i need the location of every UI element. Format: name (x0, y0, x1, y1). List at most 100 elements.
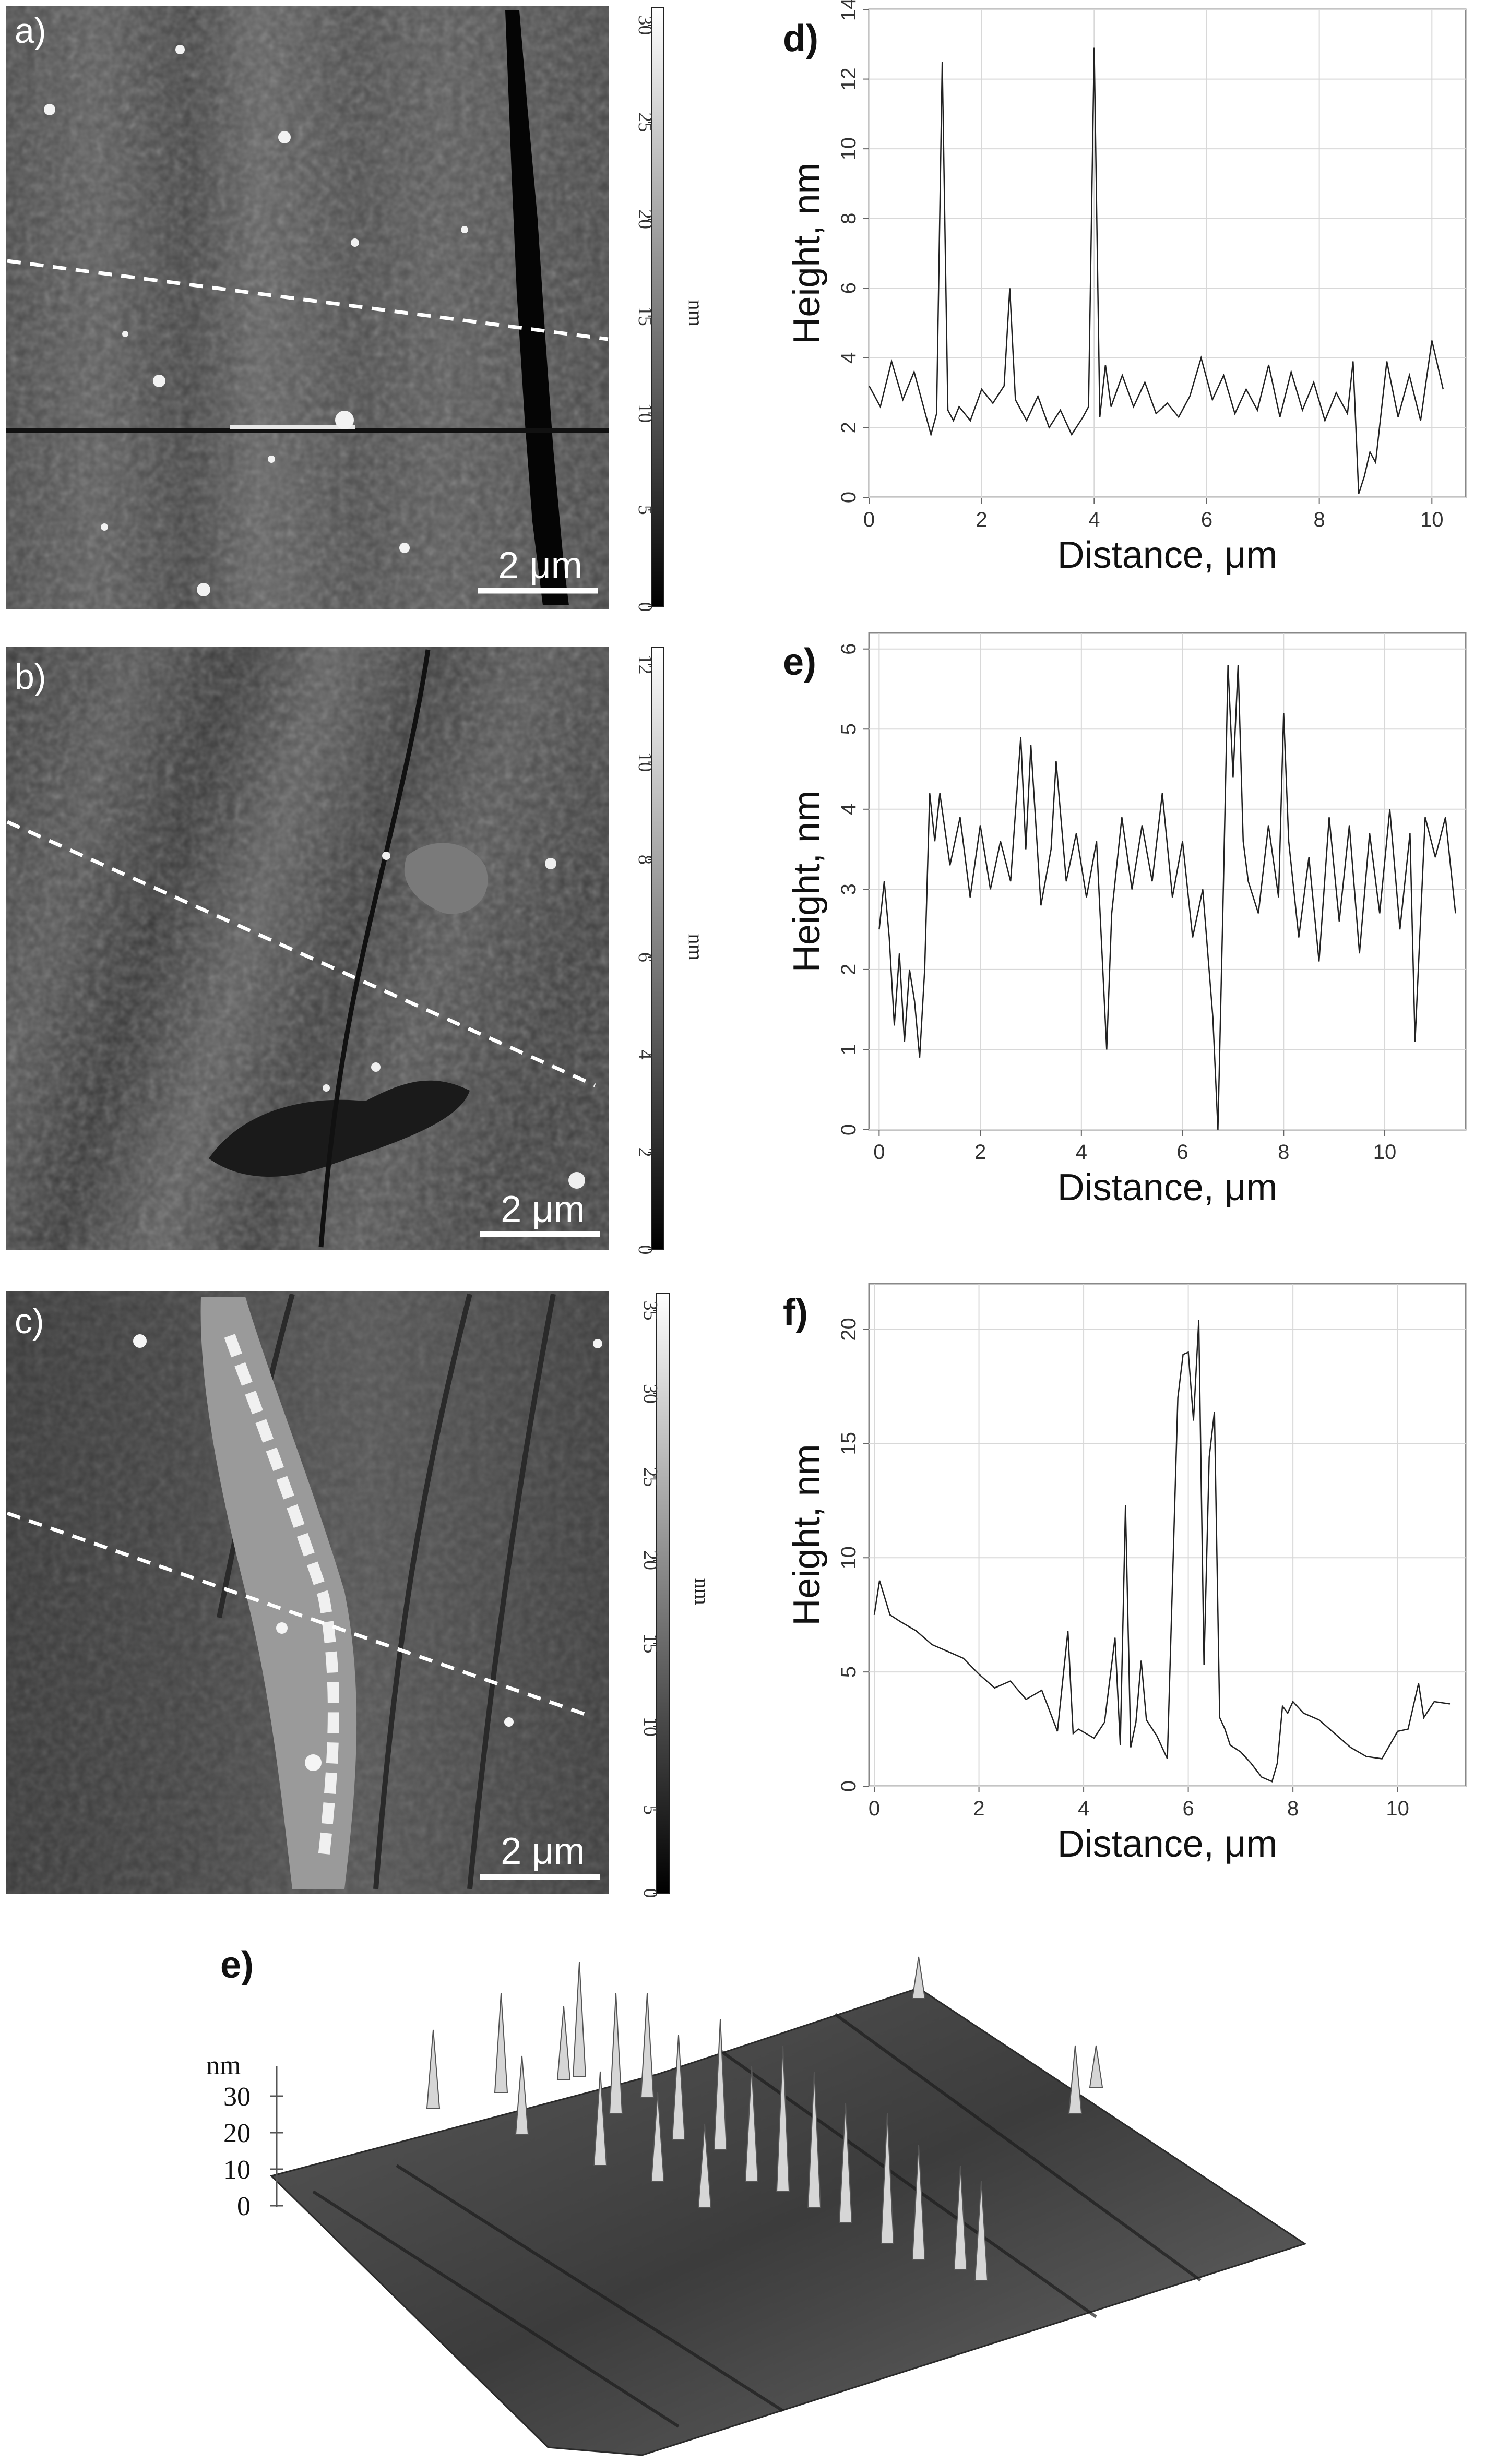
surface-3d-spike (838, 2102, 853, 2223)
colorbar-a-tick-label: 0 (634, 602, 656, 612)
surface-3d-plane (270, 1987, 1307, 2456)
chart-f-y-tick-label: 5 (837, 1666, 860, 1678)
afm-c-particles (133, 1334, 602, 1771)
surface-3d-spike (776, 2045, 790, 2192)
chart-d-x-axis-label: Distance, μm (1057, 534, 1278, 576)
afm-c-panel-label: c) (15, 1301, 44, 1341)
chart-e-y-tick-label: 6 (837, 643, 860, 655)
chart-d-y-tick-label: 4 (837, 352, 860, 364)
chart-d-x-tick-label: 6 (1201, 508, 1212, 531)
afm-a-profile-line (7, 259, 609, 341)
colorbar-b-tick-label: 6 (634, 952, 656, 962)
colorbar-a-ticks: 0 5 10 15 20 25 30 (634, 15, 656, 612)
afm-b-scale-label: 2 μm (501, 1189, 585, 1230)
chart-f-x-tick-label: 10 (1386, 1797, 1409, 1820)
colorbar-a-tick-label: 15 (634, 306, 656, 326)
surface-3d-axis-tick-label: 30 (223, 2082, 251, 2112)
surface-3d-spike (671, 2035, 686, 2140)
chart-f-y-tick-label: 10 (837, 1546, 860, 1570)
chart-e-series-line (878, 665, 1456, 1130)
chart-e-y-tick-label: 3 (837, 883, 860, 895)
chart-e-y-tick-label: 1 (837, 1044, 860, 1055)
afm-a-scanline-bright (230, 425, 355, 429)
chart-e-y-tick-label: 5 (837, 723, 860, 735)
afm-image-b: b) 2 μm (6, 647, 609, 1250)
afm-c-scale-label: 2 μm (501, 1831, 585, 1872)
chart-d-x-tick-label: 8 (1314, 508, 1325, 531)
surface-3d-spike (880, 2113, 895, 2244)
colorbar-b-tick-label: 0 (634, 1245, 656, 1255)
colorbar-a-tick-label: 10 (634, 403, 656, 423)
surface-3d-spike (572, 1961, 587, 2077)
chart-d-y-tick-label: 14 (837, 0, 860, 21)
chart-d-x-tick-label: 10 (1420, 508, 1444, 531)
surface-3d-spike (911, 1956, 926, 1999)
surface-3d-axis-tick-label: 20 (223, 2119, 251, 2148)
chart-d-y-tick-label: 12 (837, 67, 860, 91)
chart-f-x-tick-label: 6 (1182, 1797, 1194, 1820)
afm-c-profile-line (6, 1511, 593, 1719)
colorbar-c-tick-label: 30 (639, 1384, 661, 1404)
chart-d-y-tick-label: 2 (837, 422, 860, 433)
colorbar-c-tick-label: 25 (639, 1467, 661, 1487)
afm-b-crack (318, 649, 431, 1248)
colorbar-b-gradient (651, 647, 664, 1250)
surface-3d-axis-tick-label: 0 (237, 2192, 251, 2221)
afm-b-particles (323, 852, 585, 1189)
surface-3d-spike (609, 1993, 623, 2114)
surface-3d-spike (974, 2181, 989, 2281)
colorbar-a-tick-label: 30 (634, 15, 656, 35)
surface-3d-spike (593, 2071, 608, 2166)
colorbar-c-gradient (656, 1293, 670, 1894)
surface-3d: e) 0 10 20 30 nm (206, 1944, 1307, 2456)
colorbar-c-tick-label: 10 (639, 1717, 661, 1737)
colorbar-b-tick-label: 8 (634, 855, 656, 865)
chart-d-panel-label: d) (783, 18, 818, 59)
chart-d-y-tick-label: 10 (837, 137, 860, 161)
colorbar-a-unit: nm (684, 300, 708, 326)
chart-f-series-line (873, 1320, 1451, 1783)
colorbar-c-tick-label: 5 (639, 1805, 661, 1815)
chart-f-panel-label: f) (783, 1292, 808, 1334)
afm-image-a: a) 2 μm (6, 6, 609, 609)
chart-e-x-tick-label: 2 (974, 1141, 986, 1164)
colorbar-c-tick-label: 15 (639, 1633, 661, 1653)
surface-3d-spike (807, 2071, 822, 2208)
surface-3d-spike (744, 2066, 759, 2182)
afm-b-dark-region (209, 1080, 470, 1177)
chart-f-x-tick-label: 4 (1078, 1797, 1089, 1820)
colorbar-a-tick-label: 25 (634, 112, 656, 132)
chart-f-y-tick-label: 15 (837, 1432, 860, 1455)
colorbar-b-tick-label: 10 (634, 752, 656, 772)
colorbar-c-tick-label: 0 (639, 1888, 661, 1898)
afm-c-bright-ridge (200, 1297, 357, 1889)
surface-3d-spike (1089, 2045, 1103, 2088)
colorbar-a: 0 5 10 15 20 25 30 nm (634, 7, 708, 612)
afm-b-bright-region (404, 843, 488, 914)
surface-3d-spike (426, 2029, 441, 2109)
surface-3d-spike (556, 2006, 571, 2080)
chart-e-y-tick-label: 0 (837, 1124, 860, 1135)
chart-e-y-tick-label: 2 (837, 964, 860, 975)
chart-f-x-tick-label: 2 (973, 1797, 984, 1820)
chart-d-y-axis-label: Height, nm (786, 162, 828, 344)
chart-e-y-tick-label: 4 (837, 804, 860, 815)
colorbar-c-tick-label: 20 (639, 1550, 661, 1570)
colorbar-b-tick-label: 12 (634, 655, 656, 675)
chart-f-x-tick-label: 0 (869, 1797, 880, 1820)
surface-3d-axis-tick-label: 10 (223, 2155, 251, 2185)
colorbar-a-gradient (651, 7, 664, 607)
chart-f-x-tick-label: 8 (1287, 1797, 1299, 1820)
chart-f-y-tick-label: 0 (837, 1780, 860, 1792)
colorbar-a-tick-label: 20 (634, 209, 656, 229)
surface-3d-spikes (426, 1956, 1103, 2281)
afm-a-scanline-dark (6, 428, 609, 433)
chart-d-plot-area (868, 8, 1467, 498)
surface-3d-spike (494, 1993, 508, 2093)
profile-chart-e: 0 2 4 6 8 10 0 1 2 3 4 5 6 Distance, μm Height, nm e) (783, 632, 1467, 1209)
chart-d-x-tick-label: 4 (1088, 508, 1100, 531)
afm-image-c: c) 2 μm (6, 1291, 609, 1894)
surface-3d-spike (697, 2123, 712, 2208)
afm-a-scale-label: 2 μm (498, 545, 582, 587)
